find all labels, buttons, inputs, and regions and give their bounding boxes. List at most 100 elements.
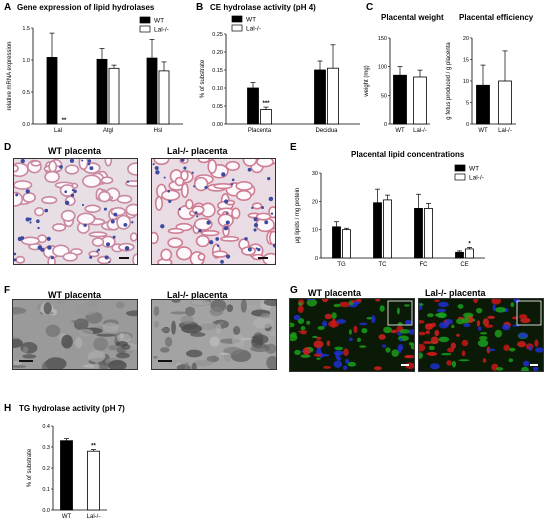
y-tick-label-A: 1.0: [22, 58, 30, 64]
y-tick-label-E: 0: [315, 256, 318, 262]
panel-a-title: Gene expression of lipid hydrolases: [17, 3, 155, 12]
x-tick-label-E: TG: [337, 262, 346, 268]
panel-d-right-title: Lal-/- placenta: [167, 146, 228, 156]
significance-A: **: [62, 118, 67, 124]
legend-swatch-A: [139, 25, 151, 33]
significance-H: **: [91, 444, 96, 450]
y-axis-label-C2: g fetus produced / g placenta: [446, 42, 452, 120]
significance-B: ***: [262, 101, 270, 107]
legend-label-B: WT: [246, 17, 256, 24]
y-tick-label-H: 0.4: [42, 424, 50, 430]
panel-a-letter: A: [4, 2, 12, 13]
legend-label-E: WT: [469, 166, 479, 173]
y-tick-label-C2: 0: [466, 122, 469, 128]
panel-g-left-title: WT placenta: [308, 288, 362, 298]
y-tick-label-H: 0.0: [42, 508, 50, 514]
x-tick-label-C1: WT: [395, 128, 405, 134]
y-tick-label-C1: 100: [378, 65, 387, 71]
y-tick-label-C2: 15: [463, 58, 469, 64]
bar-B-Decidua-Lal-/-: [327, 67, 339, 125]
y-tick-label-C2: 5: [466, 101, 469, 107]
legend-label-E: Lal-/-: [469, 175, 484, 182]
panel-c-weight-title: Placental weight: [381, 13, 444, 22]
y-tick-label-H: 0.1: [42, 487, 50, 493]
x-tick-label-B: Placenta: [248, 128, 272, 134]
x-tick-label-E: FC: [420, 262, 429, 268]
panel-f-right-title: Lal-/- placenta: [167, 290, 228, 300]
y-tick-label-H: 0.3: [42, 445, 50, 451]
y-tick-label-H: 0.2: [42, 466, 50, 472]
bar-E-TC-Lal-/-: [383, 199, 392, 259]
bar-C2-WT: [476, 84, 490, 125]
y-axis-label-A: relative mRNA expression: [7, 41, 13, 110]
panel-f-left-title: WT placenta: [48, 290, 102, 300]
bar-H-WT: [60, 440, 73, 511]
bar-C1-WT: [393, 74, 407, 125]
bar-A-Atgl-WT: [96, 58, 108, 125]
y-tick-label-B: 0.25: [212, 32, 223, 38]
panel-b-letter: B: [196, 2, 204, 13]
legend-swatch-A: [139, 16, 151, 24]
y-tick-label-E: 30: [312, 171, 318, 177]
bar-A-Hsl-Lal-/-: [158, 70, 170, 125]
micrograph-d-lal: [151, 158, 276, 265]
panel-c-efficiency-title: Placental efficiency: [459, 13, 534, 22]
y-tick-label-C1: 50: [381, 93, 387, 99]
significance-E: *: [468, 242, 471, 248]
legend-label-A: WT: [154, 18, 164, 25]
bar-B-Placenta-Lal-/-: [260, 109, 272, 125]
bar-C1-Lal-/-: [413, 76, 427, 125]
y-tick-label-A: 0.0: [22, 122, 30, 128]
legend-label-A: Lal-/-: [154, 27, 169, 34]
x-tick-label-H: Lal-/-: [87, 514, 101, 520]
bar-E-FC-Lal-/-: [424, 208, 433, 259]
y-tick-label-C2: 20: [463, 36, 469, 42]
y-tick-label-A: 0.5: [22, 90, 30, 96]
x-tick-label-A: Atgl: [103, 128, 113, 134]
y-tick-label-B: 0.20: [212, 50, 223, 56]
x-tick-label-B: Decidua: [315, 128, 338, 134]
x-tick-label-E: CE: [460, 262, 468, 268]
panel-c-letter: C: [366, 2, 374, 13]
x-tick-label-C2: WT: [478, 128, 488, 134]
y-axis-label-C1: weight (mg): [364, 65, 370, 97]
bar-E-FC-WT: [414, 208, 423, 259]
x-tick-label-E: TC: [379, 262, 388, 268]
x-tick-label-C1: Lal-/-: [413, 128, 427, 134]
bar-E-CE-WT: [455, 251, 464, 259]
x-tick-label-A: Hsl: [154, 128, 163, 134]
y-tick-label-A: 1.5: [22, 26, 30, 32]
panel-e-letter: E: [290, 142, 297, 153]
micrograph-f-wt: [12, 299, 138, 370]
panel-b-title: CE hydrolase activity (pH 4): [210, 3, 316, 12]
legend-swatch-B: [231, 24, 243, 32]
y-axis-label-B: % of substrate: [200, 59, 206, 98]
bar-E-TC-WT: [373, 202, 382, 259]
y-tick-label-C1: 0: [384, 122, 387, 128]
y-tick-label-C2: 10: [463, 79, 469, 85]
x-tick-label-H: WT: [62, 514, 72, 520]
panel-g-letter: G: [290, 285, 298, 296]
y-tick-label-B: 0.05: [212, 104, 223, 110]
legend-label-B: Lal-/-: [246, 26, 261, 33]
legend-swatch-E: [454, 164, 466, 172]
panel-f-letter: F: [4, 285, 11, 296]
micrograph-g-wt: [289, 298, 415, 372]
legend-swatch-E: [454, 173, 466, 181]
panel-h-title: TG hydrolase activity (pH 7): [19, 404, 125, 413]
y-tick-label-B: 0.00: [212, 122, 223, 128]
bar-C2-Lal-/-: [498, 80, 512, 125]
micrograph-d-wt: [13, 158, 138, 265]
bar-B-Decidua-WT: [314, 69, 326, 125]
bar-B-Placenta-WT: [247, 87, 259, 125]
x-tick-label-A: Lal: [54, 128, 62, 134]
panel-g-right-title: Lal-/- placenta: [425, 288, 486, 298]
bar-E-CE-Lal-/-: [465, 248, 474, 259]
micrograph-g-lal: [418, 298, 544, 372]
y-tick-label-B: 0.15: [212, 68, 223, 74]
bar-A-Lal-WT: [46, 57, 58, 125]
y-tick-label-C1: 150: [378, 36, 387, 42]
x-tick-label-C2: Lal-/-: [498, 128, 512, 134]
micrograph-f-lal: [151, 299, 277, 370]
